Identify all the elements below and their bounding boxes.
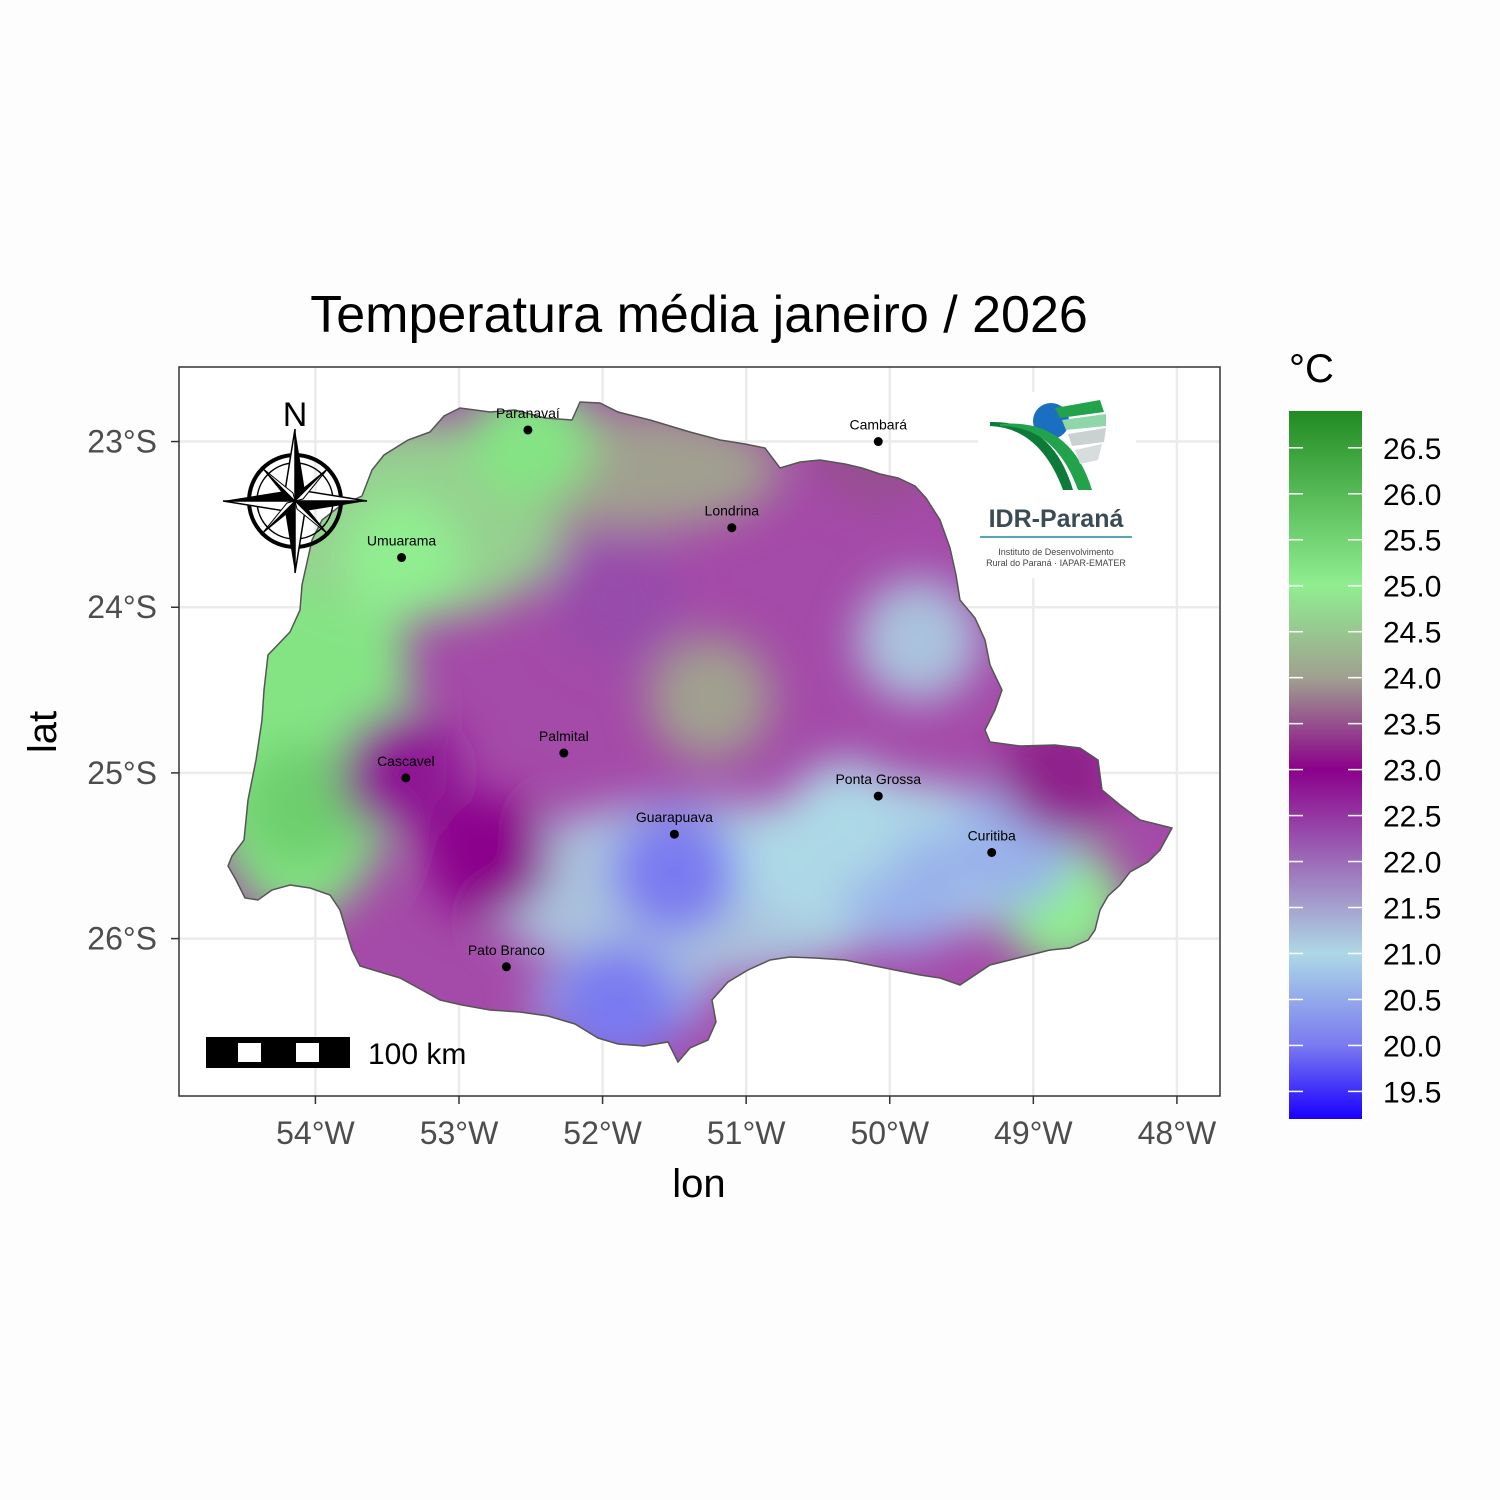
city-label: Ponta Grossa <box>835 771 921 787</box>
legend-tick-label: 19.5 <box>1383 1076 1441 1109</box>
y-axis: 23°S 24°S 25°S 26°S <box>87 424 179 957</box>
city-marker <box>559 748 569 758</box>
x-tick-label: 52°W <box>563 1115 642 1151</box>
legend-tick-label: 24.0 <box>1383 663 1441 696</box>
chart-title: Temperatura média janeiro / 2026 <box>310 286 1088 344</box>
city-markers: Paranavaí Cambará Londrina Umuarama Palmital… <box>367 405 1016 972</box>
y-tick-label: 26°S <box>87 921 157 957</box>
x-axis-title: lon <box>672 1162 725 1206</box>
legend-tick-label: 25.5 <box>1383 525 1441 558</box>
city-label: Umuarama <box>367 533 436 549</box>
legend-colorbar <box>1289 411 1362 1119</box>
city-marker <box>873 791 883 801</box>
legend-title: °C <box>1289 347 1334 391</box>
temperature-hotspot <box>648 636 773 761</box>
temperature-hotspot <box>612 810 737 935</box>
legend-tick-label: 24.5 <box>1383 617 1441 650</box>
city-label: Guarapuava <box>636 809 713 825</box>
x-axis: 54°W 53°W 52°W 51°W 50°W 49°W 48°W <box>276 1096 1217 1151</box>
legend-tick-label: 20.5 <box>1383 984 1441 1017</box>
y-tick-label: 24°S <box>87 589 157 625</box>
x-tick-label: 49°W <box>994 1115 1073 1151</box>
legend-tick-label: 20.0 <box>1383 1030 1441 1063</box>
temperature-hotspot <box>784 760 909 885</box>
state-border <box>227 401 1174 1064</box>
city-label: Cambará <box>849 417 907 433</box>
temperature-hotspot <box>339 710 464 835</box>
legend-tick-label: 21.0 <box>1383 938 1441 971</box>
y-axis-title: lat <box>21 711 65 753</box>
temperature-hotspot <box>425 793 550 918</box>
temperature-hotspot <box>554 536 679 661</box>
compass-north-label: N <box>283 396 308 434</box>
logo-subtitle-line1: Instituto de Desenvolvimento <box>998 547 1114 557</box>
city-marker <box>987 847 997 857</box>
legend-tick-label: 23.5 <box>1383 709 1441 742</box>
legend-tick-label: 22.0 <box>1383 847 1441 880</box>
temperature-hotspot <box>856 578 981 703</box>
city-marker <box>397 553 407 563</box>
logo-subtitle-line2: Rural do Paraná · IAPAR-EMATER <box>986 558 1126 568</box>
city-label: Londrina <box>705 503 760 519</box>
logo-name: IDR-Paraná <box>989 505 1124 533</box>
city-marker <box>401 773 411 783</box>
north-arrow: N <box>222 396 368 574</box>
legend-tick-label: 26.5 <box>1383 433 1441 466</box>
idr-parana-logo: IDR-Paraná Instituto de Desenvolvimento … <box>978 392 1136 578</box>
legend-tick-label: 22.5 <box>1383 801 1441 834</box>
x-tick-label: 53°W <box>420 1115 499 1151</box>
x-tick-label: 51°W <box>707 1115 786 1151</box>
scale-bar-segment <box>296 1043 319 1062</box>
city-marker <box>523 425 533 435</box>
y-tick-label: 25°S <box>87 755 157 791</box>
city-marker <box>669 829 679 839</box>
city-label: Pato Branco <box>468 942 545 958</box>
city-label: Paranavaí <box>496 405 560 421</box>
color-legend: °C 26.5 26.0 25.5 25.0 24.5 24.0 23.5 23.0 22.5 2… <box>1289 347 1441 1119</box>
city-marker <box>873 437 883 447</box>
scale-bar: 100 km <box>206 1037 466 1071</box>
x-tick-label: 48°W <box>1138 1115 1217 1151</box>
legend-tick-label: 25.0 <box>1383 571 1441 604</box>
legend-tick-label: 21.5 <box>1383 893 1441 926</box>
compass-star-icon <box>222 428 368 574</box>
city-label: Cascavel <box>377 753 435 769</box>
x-tick-label: 54°W <box>276 1115 355 1151</box>
temperature-hotspot <box>239 744 364 869</box>
legend-tick-label: 23.0 <box>1383 755 1441 788</box>
city-marker <box>501 962 511 972</box>
y-tick-label: 23°S <box>87 424 157 460</box>
panel-border <box>178 366 1221 1097</box>
scale-bar-track <box>206 1037 350 1068</box>
city-label: Palmital <box>539 728 589 744</box>
scale-bar-label: 100 km <box>368 1038 466 1071</box>
legend-tick-label: 26.0 <box>1383 479 1441 512</box>
scale-bar-segment <box>238 1043 261 1062</box>
x-tick-label: 50°W <box>850 1115 929 1151</box>
city-label: Curitiba <box>968 827 1016 843</box>
city-marker <box>727 523 737 533</box>
